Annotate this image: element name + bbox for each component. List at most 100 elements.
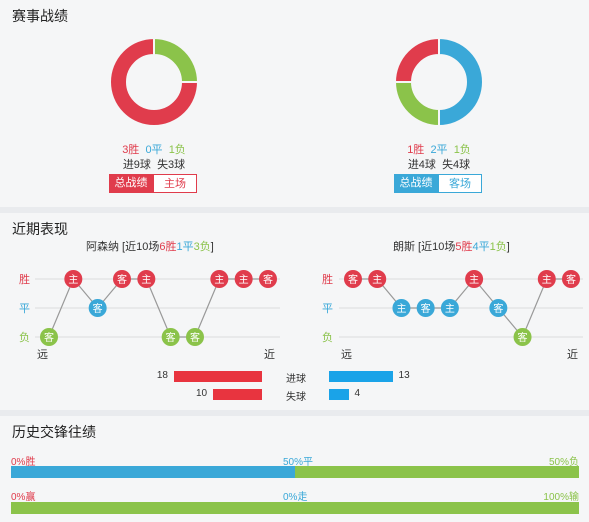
away-form-venue-label: 客 — [518, 331, 528, 344]
away-form-match-point[interactable] — [465, 270, 484, 288]
away-form-venue-label: 客 — [348, 273, 358, 286]
home-form-venue-label: 客 — [263, 273, 273, 286]
home-form-suffix: ] — [210, 241, 214, 253]
away-form-x-right-label: 近 — [567, 348, 578, 361]
home-wins: 3胜 — [122, 144, 140, 156]
home-record-text: 3胜 0平 1负 — [84, 141, 224, 157]
away-form-y-label: 胜 — [322, 272, 333, 286]
section-title: 历史交锋往绩 — [12, 424, 96, 440]
home-form-match-point[interactable] — [137, 270, 156, 288]
h2h-handicap-push-percent: 0%走 — [283, 492, 308, 503]
away-goals-bar — [329, 371, 393, 382]
home-form-venue-label: 主 — [239, 274, 249, 286]
away-form-match-point[interactable] — [562, 270, 580, 288]
home-record-tabs: 总战绩 主场 — [109, 174, 197, 193]
away-record-tabs: 总战绩 客场 — [394, 174, 482, 193]
home-form-match-point[interactable] — [113, 270, 131, 288]
away-form-line — [353, 278, 571, 339]
away-form-match-point[interactable] — [392, 299, 411, 317]
head-to-head-panel: 历史交锋往绩 0%胜 50%平 50%负 0%赢 0%走 100%输 — [0, 416, 589, 522]
away-form-venue-label: 客 — [421, 302, 431, 315]
away-form-wins: 5胜 — [455, 241, 473, 253]
away-conceded-bar — [329, 389, 349, 400]
away-form-match-point[interactable] — [489, 299, 508, 317]
h2h-handicap-loss-segment — [11, 502, 579, 514]
away-venue-tab[interactable]: 客场 — [438, 174, 482, 193]
home-form-match-point[interactable] — [64, 270, 83, 288]
home-form-match-point[interactable] — [210, 270, 229, 288]
home-form-losses: 3负 — [193, 241, 211, 253]
home-form-venue-label: 主 — [141, 274, 151, 286]
away-goals-for: 进4球 — [407, 159, 436, 171]
away-goals-text: 进4球 失4球 — [369, 156, 509, 172]
away-form-chart: 胜平负客 主主客主主客客主 客远近 — [322, 270, 583, 361]
home-team-form-header: 阿森纳 [近10场6胜1平3负] — [86, 238, 214, 254]
recent-form-panel: 近期表现 阿森纳 [近10场6胜1平3负] 朗斯 [近10场5胜4平1负] 胜平… — [0, 213, 589, 410]
home-form-match-point[interactable] — [88, 299, 107, 317]
away-form-match-point[interactable] — [513, 328, 532, 346]
h2h-loss-percent: 50%负 — [548, 457, 579, 468]
home-form-y-label: 胜 — [19, 272, 30, 286]
home-form-match-point[interactable] — [40, 328, 58, 346]
home-conceded-bar — [213, 389, 262, 400]
h2h-draw-segment — [11, 466, 295, 478]
away-total-record-tab[interactable]: 总战绩 — [394, 174, 438, 193]
away-form-match-point[interactable] — [416, 299, 435, 317]
away-record-donut — [395, 38, 483, 126]
away-form-x-left-label: 远 — [341, 348, 352, 361]
home-form-match-point[interactable] — [186, 328, 204, 346]
season-record-panel: 赛事战绩 3胜 0平 1负 进9球 失3球 总战绩 主场 1胜 2平 1负 进4… — [0, 0, 589, 207]
away-form-y-label: 负 — [322, 330, 333, 344]
away-wins: 1胜 — [407, 144, 425, 156]
away-form-prefix: [近10场 — [415, 241, 456, 253]
home-form-match-point[interactable] — [161, 328, 180, 346]
away-conceded-value: 4 — [354, 388, 361, 399]
away-form-venue-label: 主 — [445, 303, 455, 315]
section-title: 赛事战绩 — [12, 8, 68, 24]
away-losses: 1负 — [453, 144, 471, 156]
away-form-match-point[interactable] — [440, 299, 459, 317]
away-form-match-point[interactable] — [368, 270, 387, 288]
away-form-suffix: ] — [506, 241, 510, 253]
home-form-match-point[interactable] — [259, 270, 277, 288]
away-form-venue-label: 主 — [372, 274, 382, 286]
home-goals-bar — [174, 371, 262, 382]
away-form-draws: 4平 — [472, 241, 490, 253]
home-form-wins: 6胜 — [159, 241, 177, 253]
home-form-match-point[interactable] — [234, 270, 253, 288]
away-form-venue-label: 主 — [396, 303, 406, 315]
h2h-handicap-loss-percent: 100%输 — [543, 492, 579, 503]
away-draws: 2平 — [430, 144, 448, 156]
home-form-draws: 1平 — [176, 241, 194, 253]
h2h-result-bar — [11, 466, 579, 478]
away-form-match-point[interactable] — [537, 270, 556, 288]
home-team-name: 阿森纳 — [86, 241, 119, 253]
away-form-losses: 1负 — [489, 241, 507, 253]
h2h-loss-segment — [295, 466, 579, 478]
home-donut-loss-slice — [153, 38, 198, 83]
home-goals-text: 进9球 失3球 — [84, 156, 224, 172]
home-form-venue-label: 客 — [190, 331, 200, 344]
away-team-name: 朗斯 — [393, 241, 415, 253]
home-form-line — [48, 277, 268, 338]
h2h-draw-percent: 50%平 — [283, 457, 314, 468]
away-record-text: 1胜 2平 1负 — [369, 141, 509, 157]
away-donut-draw-slice — [438, 38, 483, 126]
home-total-record-tab[interactable]: 总战绩 — [109, 174, 153, 193]
away-team-form-header: 朗斯 [近10场5胜4平1负] — [393, 238, 510, 254]
home-venue-tab[interactable]: 主场 — [153, 174, 197, 193]
conceded-label: 失球 — [286, 392, 306, 403]
home-record-donut — [110, 38, 198, 126]
h2h-win-percent: 0%胜 — [11, 457, 36, 468]
home-draws: 0平 — [145, 144, 163, 156]
away-form-venue-label: 主 — [542, 274, 552, 286]
home-form-venue-label: 客 — [166, 331, 176, 344]
away-form-venue-label: 客 — [566, 273, 576, 286]
home-form-venue-label: 客 — [117, 273, 127, 286]
home-form-venue-label: 客 — [44, 331, 54, 344]
home-donut-win-slice — [110, 38, 198, 126]
away-form-match-point[interactable] — [344, 270, 362, 288]
away-goals-against: 失4球 — [442, 159, 471, 171]
away-form-venue-label: 主 — [469, 274, 479, 286]
away-form-y-label: 平 — [322, 303, 333, 315]
